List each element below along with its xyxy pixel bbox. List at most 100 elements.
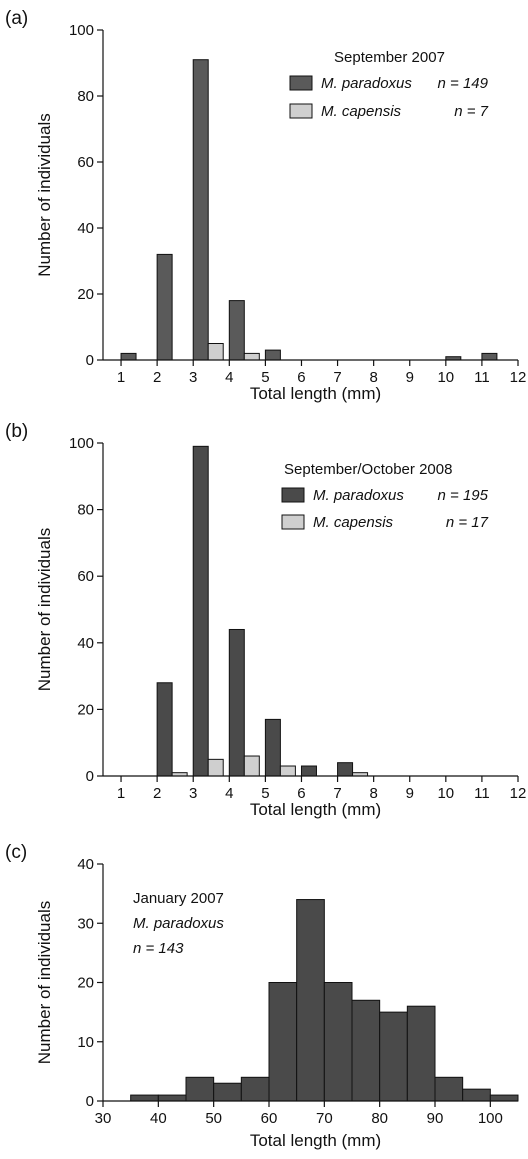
legend-swatch [281, 487, 305, 503]
x-tick-label: 11 [474, 785, 490, 802]
x-tick-label: 4 [225, 369, 233, 386]
y-axis-label: Number of individuals [35, 901, 54, 1064]
bar [243, 352, 260, 361]
legend-series-name: M. capensis [313, 514, 394, 531]
y-tick-label: 40 [77, 220, 94, 237]
y-tick-label: 30 [77, 915, 94, 932]
x-tick-label: 2 [153, 369, 161, 386]
x-tick-label: 70 [316, 1110, 333, 1127]
y-tick-label: 60 [77, 568, 94, 585]
x-tick-label: 6 [297, 369, 305, 386]
chart-panel-c: (c) 0 10 20 30 40 30 40 50 60 70 80 90 100 Total lengt… [5, 842, 519, 1150]
legend-title: September 2007 [334, 49, 445, 66]
x-tick-label: 3 [189, 369, 197, 386]
bar [406, 1005, 436, 1102]
legend-series-n: n = 149 [438, 75, 489, 92]
bar [264, 349, 281, 361]
bar [120, 352, 137, 361]
legend-swatch [281, 514, 305, 530]
y-tick-label: 0 [86, 1093, 94, 1110]
bar [156, 253, 173, 361]
bar [157, 1094, 187, 1102]
x-tick-label: 12 [510, 785, 527, 802]
x-tick-label: 6 [297, 785, 305, 802]
y-tick-label: 20 [77, 701, 94, 718]
bar [228, 628, 245, 777]
panel-label: (c) [5, 842, 27, 863]
bar [243, 755, 260, 777]
bar [264, 718, 281, 777]
x-axis-label: Total length (mm) [250, 1131, 381, 1150]
x-tick-label: 8 [369, 369, 377, 386]
legend-title: September/October 2008 [284, 461, 452, 478]
x-tick-label: 12 [510, 369, 527, 386]
panel-label: (b) [5, 421, 28, 442]
legend-series-name: M. paradoxus [321, 75, 412, 92]
bar [379, 1011, 408, 1102]
y-tick-label: 100 [69, 435, 94, 452]
bar [156, 682, 173, 777]
x-tick-label: 10 [437, 785, 454, 802]
x-tick-label: 1 [117, 369, 125, 386]
bar [300, 765, 317, 777]
x-tick-label: 9 [406, 785, 414, 802]
x-tick-label: 100 [478, 1110, 503, 1127]
x-tick-label: 5 [261, 369, 269, 386]
legend-series-n: n = 143 [133, 940, 184, 957]
bar [185, 1076, 215, 1102]
x-tick-label: 80 [371, 1110, 388, 1127]
legend-swatch [289, 103, 313, 119]
panel-label: (a) [5, 8, 28, 29]
legend-series-name: M. paradoxus [133, 915, 224, 932]
legend-series-name: M. capensis [321, 103, 402, 120]
y-tick-label: 20 [77, 975, 94, 992]
bar [130, 1094, 159, 1102]
bar [296, 899, 325, 1102]
x-axis-label: Total length (mm) [250, 800, 381, 819]
bar [207, 758, 224, 777]
y-tick-label: 0 [86, 352, 94, 369]
bar [434, 1076, 464, 1102]
x-tick-label: 2 [153, 785, 161, 802]
y-tick-label: 60 [77, 154, 94, 171]
y-tick-label: 10 [77, 1034, 94, 1051]
y-axis-label: Number of individuals [35, 528, 54, 691]
x-tick-label: 7 [333, 785, 341, 802]
bar [207, 343, 224, 361]
bar [489, 1094, 519, 1102]
bar [213, 1082, 242, 1102]
bar [240, 1076, 270, 1102]
x-tick-label: 7 [333, 369, 341, 386]
legend-title: January 2007 [133, 890, 224, 907]
bar [279, 765, 296, 777]
bar [268, 982, 298, 1102]
x-tick-label: 3 [189, 785, 197, 802]
bar [351, 999, 381, 1102]
legend-swatch [289, 75, 313, 91]
legend-series-name: M. paradoxus [313, 487, 404, 504]
x-tick-label: 40 [150, 1110, 167, 1127]
x-axis-label: Total length (mm) [250, 384, 381, 403]
y-tick-label: 80 [77, 88, 94, 105]
x-tick-label: 90 [427, 1110, 444, 1127]
x-tick-label: 30 [95, 1110, 112, 1127]
x-tick-label: 50 [205, 1110, 222, 1127]
bar [228, 300, 245, 361]
x-tick-label: 60 [261, 1110, 278, 1127]
x-tick-label: 5 [261, 785, 269, 802]
y-tick-label: 80 [77, 502, 94, 519]
x-tick-label: 11 [474, 369, 490, 386]
y-tick-label: 100 [69, 22, 94, 39]
legend-series-n: n = 17 [446, 514, 489, 531]
bar [192, 445, 209, 777]
x-tick-label: 1 [117, 785, 125, 802]
y-tick-label: 40 [77, 635, 94, 652]
bar [481, 352, 498, 361]
legend-series-n: n = 195 [438, 487, 489, 504]
x-tick-label: 9 [406, 369, 414, 386]
bar [462, 1088, 491, 1102]
bar [337, 762, 354, 777]
